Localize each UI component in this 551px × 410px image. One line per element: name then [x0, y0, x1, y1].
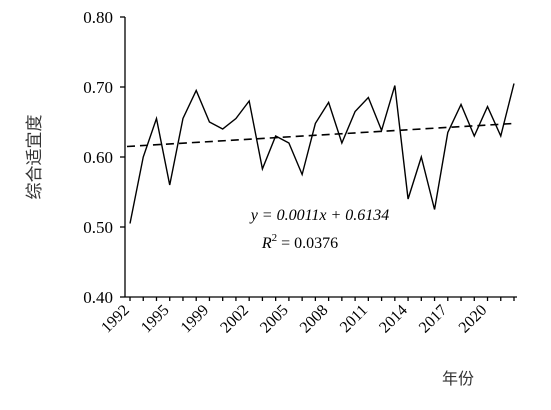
y-tick-label: 0.80 [83, 8, 113, 27]
y-tick-label: 0.40 [83, 288, 113, 307]
x-axis-label: 年份 [442, 370, 474, 388]
x-tick-label: 2011 [337, 302, 371, 336]
x-tick-label: 2002 [217, 302, 252, 337]
x-tick-label: 2005 [257, 302, 292, 337]
r2-value: = 0.0376 [277, 235, 338, 252]
y-tick-label: 0.60 [83, 148, 113, 167]
x-tick-label: 2017 [416, 302, 451, 337]
x-tick-label: 1999 [178, 302, 213, 337]
x-tick-label: 1992 [98, 302, 133, 337]
r-squared: R2 = 0.0376 [261, 232, 338, 252]
y-tick-label: 0.70 [83, 78, 113, 97]
trend-line [126, 122, 516, 148]
x-tick-label: 2020 [456, 302, 491, 337]
x-tick-label: 2008 [297, 302, 332, 337]
r2-label: R [261, 235, 272, 252]
trend-equation: y = 0.0011x + 0.6134 [249, 207, 390, 224]
r2-sup: 2 [272, 232, 278, 244]
y-tick-label: 0.50 [83, 218, 113, 237]
y-axis-label: 综合适宜度 [25, 115, 44, 200]
data-line [129, 83, 515, 224]
x-tick-label: 2014 [376, 302, 411, 337]
x-tick-label: 1995 [138, 302, 173, 337]
